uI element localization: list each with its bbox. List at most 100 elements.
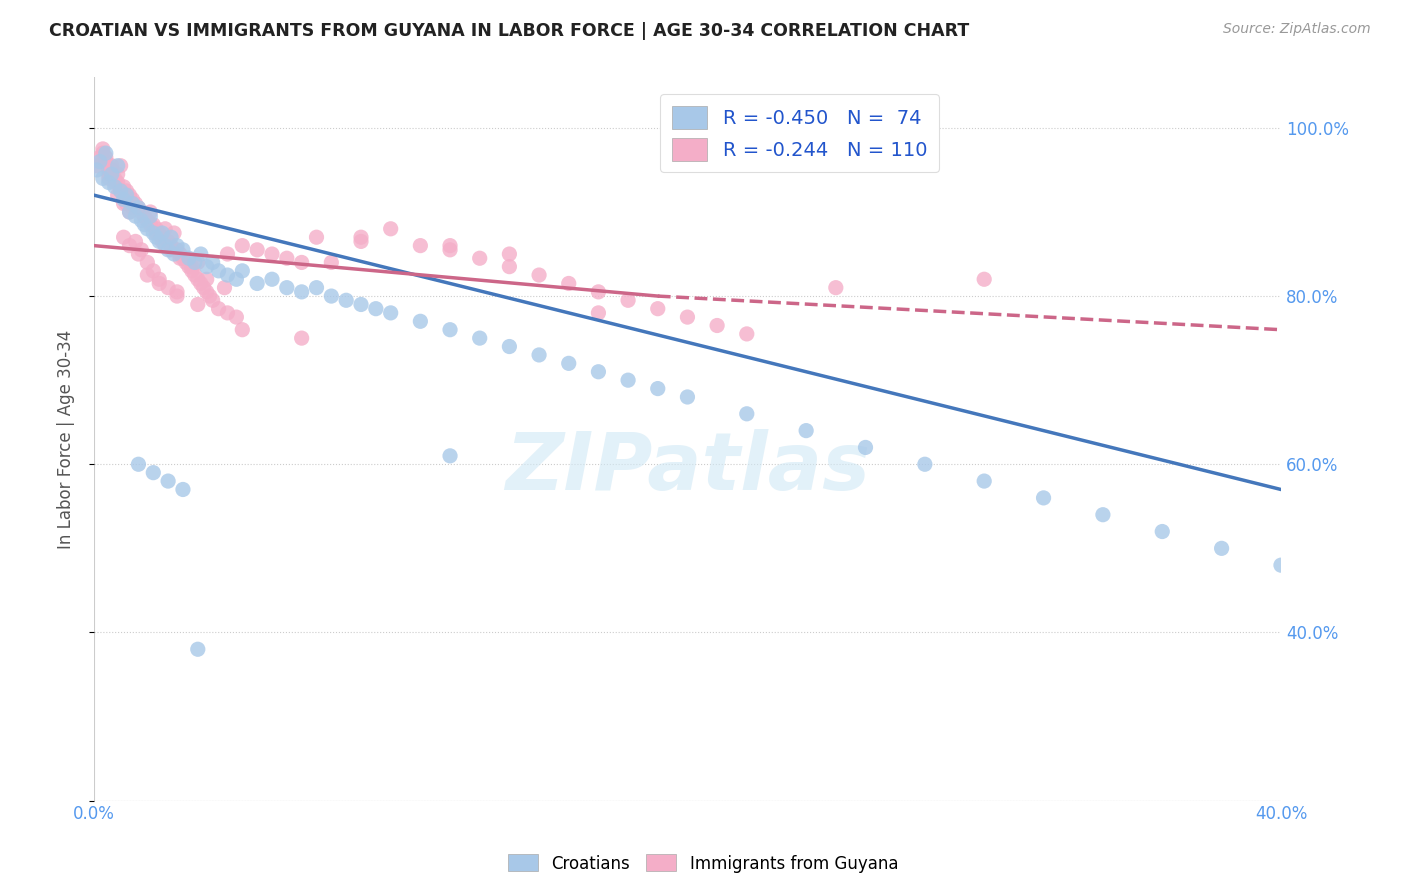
Point — [558, 277, 581, 291]
Point — [166, 238, 188, 252]
Point — [142, 226, 165, 240]
Point — [153, 222, 176, 236]
Point — [127, 457, 149, 471]
Point — [217, 306, 239, 320]
Point — [439, 449, 461, 463]
Point — [177, 260, 200, 274]
Point — [89, 154, 111, 169]
Point — [588, 365, 610, 379]
Point — [187, 272, 209, 286]
Point — [973, 272, 995, 286]
Point — [91, 146, 114, 161]
Point — [617, 293, 640, 308]
Point — [973, 474, 995, 488]
Point — [201, 293, 224, 308]
Point — [231, 264, 253, 278]
Legend: Croatians, Immigrants from Guyana: Croatians, Immigrants from Guyana — [501, 847, 905, 880]
Point — [157, 474, 180, 488]
Point — [115, 184, 138, 198]
Point — [157, 235, 180, 249]
Point — [180, 264, 202, 278]
Point — [246, 243, 269, 257]
Point — [157, 243, 180, 257]
Point — [1032, 491, 1054, 505]
Point — [260, 247, 283, 261]
Text: CROATIAN VS IMMIGRANTS FROM GUYANA IN LABOR FORCE | AGE 30-34 CORRELATION CHART: CROATIAN VS IMMIGRANTS FROM GUYANA IN LA… — [49, 22, 970, 40]
Point — [118, 238, 141, 252]
Point — [246, 277, 269, 291]
Text: Source: ZipAtlas.com: Source: ZipAtlas.com — [1223, 22, 1371, 37]
Point — [139, 205, 162, 219]
Point — [439, 323, 461, 337]
Point — [160, 238, 183, 252]
Point — [145, 226, 167, 240]
Point — [225, 272, 247, 286]
Point — [439, 238, 461, 252]
Point — [617, 373, 640, 387]
Point — [225, 310, 247, 324]
Point — [794, 424, 817, 438]
Point — [134, 218, 156, 232]
Point — [104, 176, 127, 190]
Point — [260, 272, 283, 286]
Point — [110, 184, 132, 198]
Point — [115, 188, 138, 202]
Point — [1152, 524, 1174, 539]
Point — [142, 466, 165, 480]
Point — [735, 326, 758, 341]
Point — [364, 301, 387, 316]
Point — [150, 226, 173, 240]
Point — [115, 196, 138, 211]
Point — [112, 230, 135, 244]
Point — [139, 209, 162, 223]
Point — [142, 264, 165, 278]
Point — [527, 268, 550, 282]
Point — [166, 285, 188, 299]
Point — [409, 314, 432, 328]
Point — [172, 252, 194, 266]
Point — [145, 222, 167, 236]
Point — [118, 205, 141, 219]
Point — [157, 280, 180, 294]
Point — [1270, 558, 1292, 573]
Point — [86, 159, 108, 173]
Point — [107, 159, 129, 173]
Point — [124, 209, 146, 223]
Point — [100, 163, 122, 178]
Point — [187, 255, 209, 269]
Point — [380, 222, 402, 236]
Point — [217, 247, 239, 261]
Point — [1091, 508, 1114, 522]
Point — [824, 280, 846, 294]
Point — [588, 285, 610, 299]
Point — [97, 171, 120, 186]
Point — [112, 179, 135, 194]
Point — [148, 272, 170, 286]
Point — [100, 159, 122, 173]
Point — [134, 209, 156, 223]
Point — [131, 243, 153, 257]
Point — [166, 289, 188, 303]
Point — [107, 176, 129, 190]
Point — [735, 407, 758, 421]
Point — [136, 255, 159, 269]
Point — [676, 310, 699, 324]
Point — [112, 196, 135, 211]
Point — [97, 163, 120, 178]
Point — [118, 205, 141, 219]
Point — [291, 285, 314, 299]
Point — [142, 218, 165, 232]
Point — [127, 201, 149, 215]
Point — [276, 252, 298, 266]
Point — [163, 226, 186, 240]
Point — [180, 260, 202, 274]
Point — [110, 159, 132, 173]
Point — [97, 176, 120, 190]
Point — [193, 280, 215, 294]
Point — [198, 289, 221, 303]
Point — [187, 297, 209, 311]
Y-axis label: In Labor Force | Age 30-34: In Labor Force | Age 30-34 — [58, 329, 75, 549]
Point — [676, 390, 699, 404]
Point — [184, 268, 207, 282]
Point — [121, 196, 143, 211]
